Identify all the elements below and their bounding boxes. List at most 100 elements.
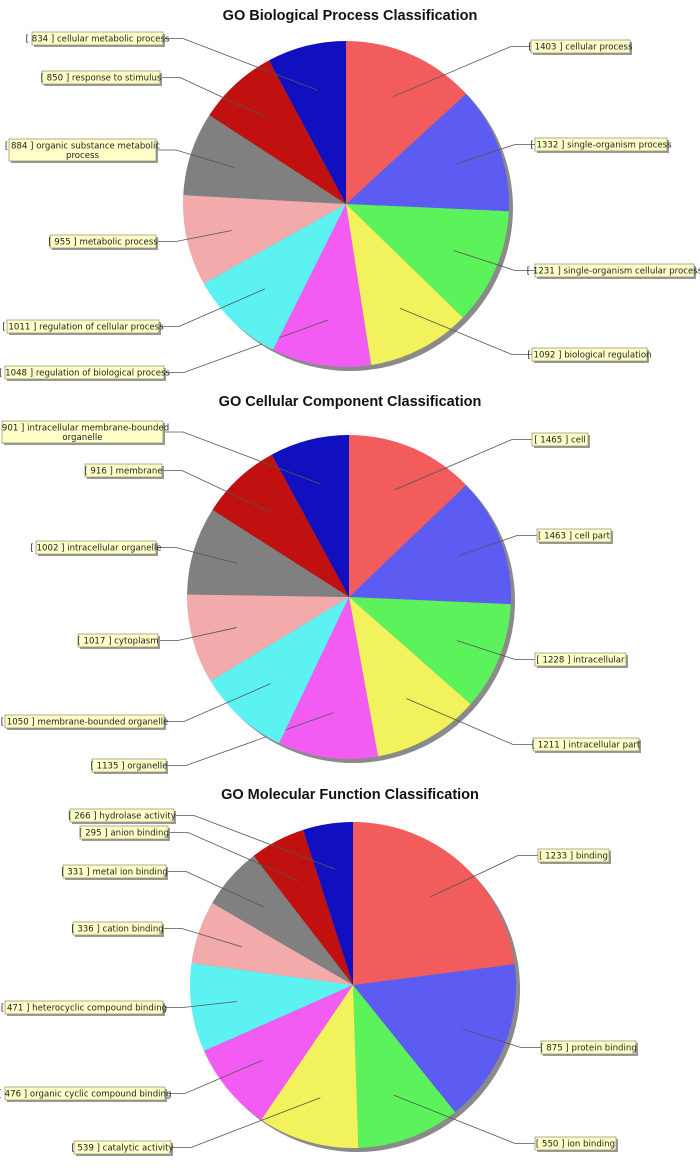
leader-line	[163, 1001, 237, 1008]
leader-line	[158, 627, 237, 641]
pie-slice	[268, 41, 346, 204]
slice-label: organelle	[62, 433, 102, 443]
pie-slice	[353, 985, 455, 1148]
slice-label: [ 955 ] metabolic process	[48, 238, 158, 248]
label-box	[1, 420, 164, 444]
label-box	[84, 463, 163, 478]
slice-label: [ 850 ] response to stimulus	[41, 74, 162, 84]
leader-line	[461, 1028, 541, 1048]
pie-slice	[346, 93, 509, 212]
leader-line	[406, 698, 533, 745]
slice-label: [ 1228 ] intracellular	[536, 656, 625, 666]
pie-slice	[346, 41, 467, 204]
pie-slice	[273, 204, 372, 367]
label-box	[534, 652, 627, 667]
slice-label: [ 266 ] hydrolase activity	[68, 812, 176, 822]
leader-line	[164, 319, 329, 373]
label-box	[534, 263, 695, 278]
label-box	[4, 1086, 166, 1101]
label-box	[77, 633, 159, 648]
leader-line	[393, 1094, 535, 1144]
leader-line	[162, 928, 243, 948]
leader-line	[156, 149, 235, 168]
pie-slice	[203, 985, 353, 1120]
label-box	[79, 825, 169, 840]
leader-line	[163, 431, 321, 485]
leader-line	[458, 535, 537, 557]
leader-line	[457, 640, 535, 660]
pie-slice	[190, 963, 353, 1051]
leader-line	[163, 38, 318, 91]
label-box	[530, 39, 631, 54]
slice-label: [ 1002 ] intracellular organelle	[30, 544, 161, 554]
slice-label: [ 1017 ] cytoplasm	[77, 637, 158, 647]
slice-label: [ 1048 ] regulation of biological proces…	[0, 369, 170, 379]
pie-slice	[349, 597, 471, 757]
label-box	[534, 137, 668, 152]
label-box	[72, 921, 163, 936]
pie-slice	[253, 829, 353, 985]
label-box	[69, 808, 175, 823]
pie-slice	[349, 435, 467, 597]
label-box	[35, 540, 157, 555]
slice-label: [ 1211 ] intracellular part	[532, 741, 641, 751]
pie-slice	[349, 597, 511, 705]
label-box	[31, 31, 164, 46]
slice-label: [ 1465 ] cell	[534, 436, 586, 446]
leader-line	[165, 1059, 264, 1094]
pie-slice	[346, 204, 509, 318]
leader-line	[393, 46, 531, 97]
chart-title-cellular-component: GO Cellular Component Classification	[218, 394, 482, 410]
pie-slice	[182, 195, 346, 284]
slice-label: [ 916 ] membrane	[84, 467, 162, 477]
chart-title-molecular-function: GO Molecular Function Classification	[221, 787, 479, 803]
pie-slice	[353, 964, 517, 1113]
leader-line	[174, 815, 335, 870]
pie-slice	[210, 597, 349, 744]
leader-line	[171, 1097, 321, 1148]
leader-line	[399, 307, 532, 355]
slice-label: [ 550 ] ion binding	[536, 1140, 615, 1150]
leader-line	[168, 832, 299, 882]
pie-slice	[183, 115, 346, 204]
pie-slice	[346, 204, 463, 366]
leader-line	[430, 855, 538, 898]
pie-slice	[271, 435, 349, 597]
slice-label: [ 471 ] heterocyclic compound binding	[1, 1004, 167, 1014]
slice-label: [ 331 ] metal ion binding	[61, 868, 168, 878]
slice-label: [ 1403 ] cellular process	[529, 43, 633, 53]
label-box	[62, 864, 167, 879]
pie-slice	[212, 855, 353, 985]
label-box	[534, 1136, 617, 1151]
pie-slice	[279, 597, 379, 759]
pie-slice	[349, 485, 511, 605]
slice-label: [ 476 ] organic cyclic compound binding	[0, 1090, 171, 1100]
leader-line	[160, 77, 267, 118]
leader-line	[166, 871, 266, 908]
label-box	[49, 234, 157, 249]
slice-label: [ 901 ] intracellular membrane-bounded	[0, 424, 169, 434]
leader-line	[156, 230, 232, 242]
pie-slice	[261, 985, 359, 1148]
label-box	[536, 528, 612, 543]
label-box	[73, 1140, 172, 1155]
leader-line	[456, 144, 535, 165]
slice-label: [ 295 ] anion binding	[79, 829, 169, 839]
slice-label: [ 1050 ] membrane-bounded organelle	[1, 718, 169, 728]
pie-slice	[303, 822, 353, 985]
label-box	[41, 70, 161, 85]
label-box	[6, 319, 160, 334]
slice-label: [ 834 ] cellular metabolic process	[26, 35, 170, 45]
slice-label: [ 1231 ] single-organism cellular proces…	[527, 267, 700, 277]
slice-label: [ 1463 ] cell part	[538, 532, 611, 542]
label-box	[531, 347, 648, 362]
label-box	[8, 138, 157, 162]
pie-slice	[212, 454, 349, 597]
slice-label: [ 1332 ] single-organism process	[530, 141, 672, 151]
slice-label: [ 1135 ] organelle	[91, 762, 168, 772]
label-box	[532, 737, 640, 752]
pie-slice	[191, 902, 353, 985]
pie-slice	[209, 60, 346, 205]
pie-slice	[187, 594, 349, 682]
